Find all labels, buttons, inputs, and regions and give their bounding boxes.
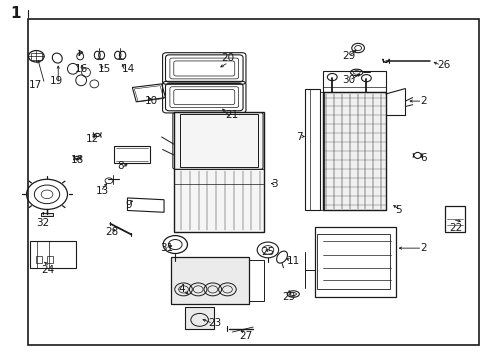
Text: 8: 8 xyxy=(118,161,124,171)
Text: 32: 32 xyxy=(36,218,49,228)
Bar xyxy=(320,92,324,211)
Text: 6: 6 xyxy=(419,153,426,163)
Text: 20: 20 xyxy=(221,53,234,63)
Text: 18: 18 xyxy=(70,155,83,165)
Text: 21: 21 xyxy=(224,111,238,121)
Bar xyxy=(180,114,258,167)
Bar xyxy=(41,213,53,216)
Text: 30: 30 xyxy=(341,75,354,85)
Text: 5: 5 xyxy=(395,206,402,216)
Bar xyxy=(47,256,53,263)
Bar xyxy=(173,112,264,232)
Text: 16: 16 xyxy=(75,64,88,74)
Text: 29: 29 xyxy=(282,292,295,302)
Bar xyxy=(445,206,464,232)
Bar xyxy=(114,145,150,163)
Text: 19: 19 xyxy=(49,76,62,86)
Text: 2: 2 xyxy=(419,243,426,253)
Bar xyxy=(249,260,264,301)
Text: 27: 27 xyxy=(239,331,252,341)
Text: 24: 24 xyxy=(41,265,54,275)
Text: 22: 22 xyxy=(448,224,462,233)
Text: 11: 11 xyxy=(286,256,300,266)
Text: 15: 15 xyxy=(98,64,111,74)
Text: 28: 28 xyxy=(105,227,119,237)
Bar xyxy=(322,92,385,211)
Text: 25: 25 xyxy=(261,247,274,257)
Text: 9: 9 xyxy=(125,200,131,210)
Bar xyxy=(184,307,214,329)
Text: 23: 23 xyxy=(207,319,221,328)
Text: 17: 17 xyxy=(29,80,42,90)
Bar xyxy=(322,71,385,92)
Text: 29: 29 xyxy=(341,51,355,61)
Text: 26: 26 xyxy=(436,60,449,70)
Bar xyxy=(315,226,395,297)
Bar xyxy=(30,241,76,268)
Text: 12: 12 xyxy=(86,134,99,144)
Text: 4: 4 xyxy=(178,284,185,294)
Text: 31: 31 xyxy=(160,243,173,253)
Text: 3: 3 xyxy=(271,179,277,189)
Text: 14: 14 xyxy=(122,64,135,74)
Text: 1: 1 xyxy=(10,6,21,21)
Bar xyxy=(36,256,42,263)
Bar xyxy=(171,257,249,304)
Text: 10: 10 xyxy=(144,96,157,106)
Text: 13: 13 xyxy=(96,186,109,196)
Bar xyxy=(305,89,320,211)
Bar xyxy=(316,234,389,289)
Text: 7: 7 xyxy=(295,132,302,142)
Text: 2: 2 xyxy=(419,96,426,106)
Bar xyxy=(31,53,41,59)
